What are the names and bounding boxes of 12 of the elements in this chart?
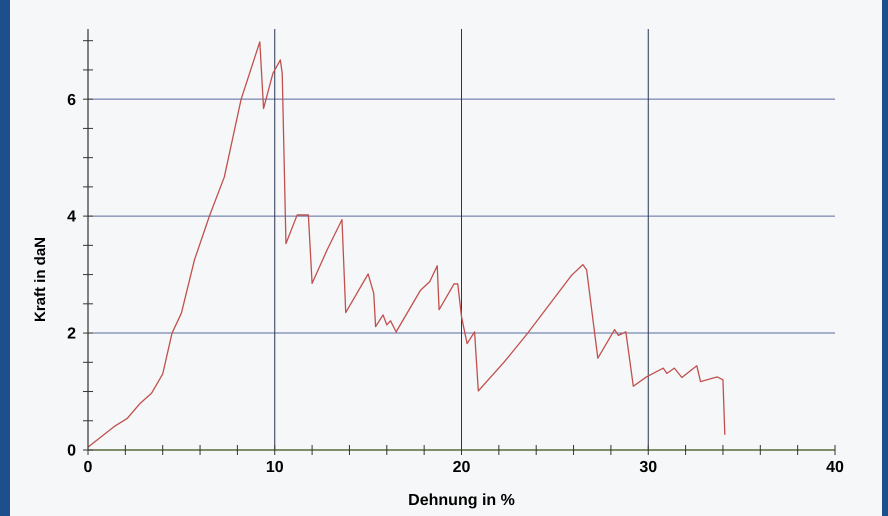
y-tick-label: 4: [67, 208, 76, 226]
x-axis-title: Dehnung in %: [408, 492, 515, 509]
y-tick-label: 2: [67, 326, 76, 343]
y-tick-label: 0: [67, 442, 76, 460]
x-tick-label: 0: [84, 459, 93, 476]
x-tick-label: 30: [639, 459, 658, 476]
y-axis-title: Kraft in daN: [32, 236, 49, 322]
y-tick-label: 6: [67, 92, 76, 109]
x-tick-label: 20: [452, 459, 470, 476]
x-tick-label: 40: [826, 459, 844, 476]
line-series: [87, 41, 726, 448]
x-tick-label: 10: [266, 459, 284, 476]
